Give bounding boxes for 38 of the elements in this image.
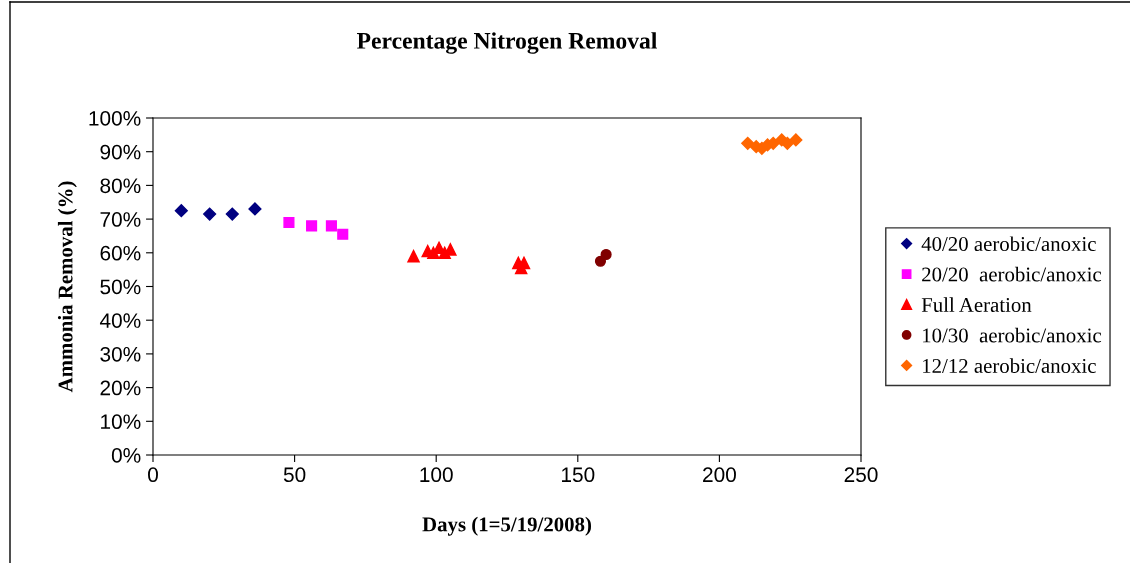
y-tick-label: 90% xyxy=(100,144,141,160)
y-axis-title: Ammonia Removal (%) xyxy=(57,181,77,393)
y-tick-label: 30% xyxy=(100,346,141,362)
y-tick-label: 80% xyxy=(100,178,141,194)
x-tick-label: 150 xyxy=(562,467,595,483)
y-tick-label: 100% xyxy=(89,111,141,126)
point xyxy=(174,204,188,218)
point xyxy=(283,216,295,229)
point xyxy=(600,248,612,261)
point xyxy=(407,249,420,263)
x-tick-label: 200 xyxy=(703,467,736,483)
legend-label: 40/20 aerobic/anoxic xyxy=(921,236,1096,252)
x-tick-label: 250 xyxy=(844,467,878,483)
point xyxy=(337,228,349,240)
point xyxy=(225,207,239,221)
point xyxy=(325,220,337,232)
point xyxy=(789,133,803,147)
x-tick-label: 100 xyxy=(420,467,453,483)
legend-label: 20/20 aerobic/anoxic xyxy=(922,266,1102,282)
chart-title: Percentage Nitrogen Removal xyxy=(357,32,657,54)
point xyxy=(248,202,262,216)
point xyxy=(306,220,318,232)
point xyxy=(780,136,794,150)
y-tick-label: 20% xyxy=(100,380,141,396)
y-tick-label: 0% xyxy=(111,448,141,463)
legend-label: 10/30 aerobic/anoxic xyxy=(923,327,1102,343)
y-tick-label: 50% xyxy=(100,279,141,295)
x-tick-label: 0 xyxy=(148,467,158,483)
x-axis-title: Days (1=5/19/2008) xyxy=(422,516,592,536)
x-tick-label: 50 xyxy=(283,467,306,483)
legend-label: 12/12 aerobic/anoxic xyxy=(923,358,1096,373)
y-tick-label: 40% xyxy=(99,313,141,328)
y-tick-label: 60% xyxy=(100,245,141,261)
y-tick-label: 70% xyxy=(100,212,141,227)
point xyxy=(594,255,607,267)
legend-label: Full Aeration xyxy=(921,297,1032,312)
y-tick-label: 10% xyxy=(101,414,141,430)
point xyxy=(203,207,217,221)
